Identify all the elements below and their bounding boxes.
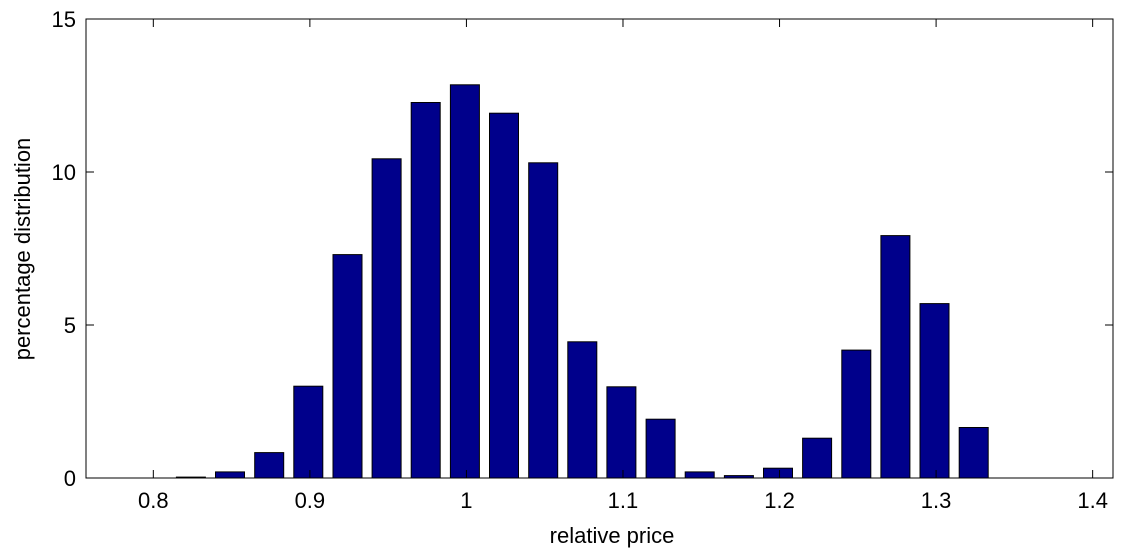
y-tick-label: 0 (64, 466, 76, 491)
bar (763, 467, 793, 479)
bar (332, 254, 363, 479)
bar (371, 158, 402, 479)
x-tick-label: 1 (460, 488, 472, 513)
bar (880, 235, 911, 479)
bar (958, 427, 989, 479)
bar (684, 471, 715, 479)
x-tick-label: 1.1 (608, 488, 639, 513)
bar (293, 385, 324, 479)
ticks-group (86, 18, 1113, 479)
bar (645, 418, 676, 479)
plot-frame (85, 18, 1114, 479)
x-tick-label: 0.8 (138, 488, 169, 513)
bar (919, 303, 950, 479)
bar (449, 84, 480, 479)
bar (254, 452, 285, 479)
tick-labels-group: 0.8 0.9 1 1.1 1.2 1.3 1.4 0 5 10 15 (52, 7, 1108, 513)
y-tick-label: 15 (52, 7, 76, 32)
bar (215, 471, 245, 479)
x-tick-label: 1.2 (764, 488, 795, 513)
bar (410, 102, 441, 479)
y-tick-label: 5 (64, 313, 76, 338)
x-axis-label: relative price (550, 523, 675, 548)
bar (841, 349, 872, 479)
bar (528, 162, 559, 479)
x-tick-label: 1.4 (1077, 488, 1108, 513)
bar (606, 386, 637, 479)
y-axis-label: percentage distribution (10, 138, 35, 361)
x-tick-label: 1.3 (921, 488, 952, 513)
x-tick-label: 0.9 (295, 488, 326, 513)
y-tick-label: 10 (52, 160, 76, 185)
bar (489, 112, 519, 479)
bars-group (175, 84, 989, 479)
bar (567, 341, 598, 479)
bar (802, 437, 833, 479)
